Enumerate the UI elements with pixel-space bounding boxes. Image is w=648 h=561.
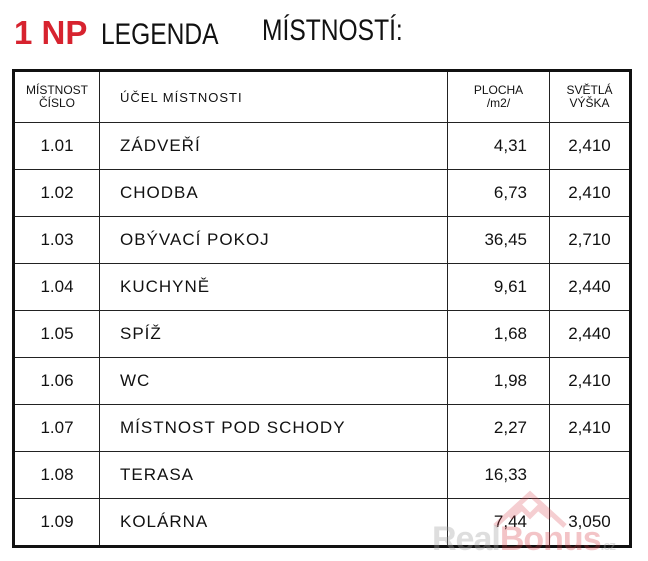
room-purpose: KOLÁRNA [99, 498, 448, 547]
header-area: PLOCHA/m2/ [447, 70, 550, 123]
room-height: 2,440 [549, 263, 631, 311]
room-height: 2,410 [549, 122, 631, 170]
table-row: 1.04 KUCHYNĚ 9,61 2,440 [13, 263, 631, 311]
room-number: 1.04 [13, 263, 100, 311]
room-height: 2,410 [549, 357, 631, 405]
room-area: 1,98 [447, 357, 550, 405]
room-height: 2,410 [549, 404, 631, 452]
room-purpose: ZÁDVEŘÍ [99, 122, 448, 170]
room-area: 7,44 [447, 498, 550, 547]
room-legend-table: MÍSTNOST ČÍSLO ÚČEL MÍSTNOSTI PLOCHA/m2/ … [12, 69, 632, 548]
room-area: 4,31 [447, 122, 550, 170]
table-row: 1.03 OBÝVACÍ POKOJ 36,45 2,710 [13, 216, 631, 264]
title-rooms-wrap: MÍSTNOSTÍ: [262, 14, 434, 54]
room-height: 2,440 [549, 310, 631, 358]
room-number: 1.07 [13, 404, 100, 452]
room-area: 2,27 [447, 404, 550, 452]
title-rooms: MÍSTNOSTÍ: [262, 14, 403, 47]
page-title: 1 NP LEGENDA [14, 14, 245, 54]
room-purpose: KUCHYNĚ [99, 263, 448, 311]
room-purpose: SPÍŽ [99, 310, 448, 358]
table-row: 1.09 KOLÁRNA 7,44 3,050 [13, 498, 631, 547]
table-row: 1.02 CHODBA 6,73 2,410 [13, 169, 631, 217]
room-height: 2,710 [549, 216, 631, 264]
room-area: 1,68 [447, 310, 550, 358]
table-row: 1.07 MÍSTNOST POD SCHODY 2,27 2,410 [13, 404, 631, 452]
room-number: 1.03 [13, 216, 100, 264]
room-number: 1.01 [13, 122, 100, 170]
room-number: 1.06 [13, 357, 100, 405]
room-purpose: TERASA [99, 451, 448, 499]
room-purpose: MÍSTNOST POD SCHODY [99, 404, 448, 452]
table-row: 1.05 SPÍŽ 1,68 2,440 [13, 310, 631, 358]
room-area: 36,45 [447, 216, 550, 264]
header-clear-height: SVĚTLÁ VÝŠKA [549, 70, 631, 123]
room-number: 1.05 [13, 310, 100, 358]
room-area: 6,73 [447, 169, 550, 217]
floor-label: 1 NP [14, 14, 88, 51]
room-purpose: WC [99, 357, 448, 405]
watermark-logo: RealBonus.cz [432, 520, 616, 558]
table-row: 1.01 ZÁDVEŘÍ 4,31 2,410 [13, 122, 631, 170]
header-room-purpose: ÚČEL MÍSTNOSTI [99, 70, 448, 123]
room-number: 1.08 [13, 451, 100, 499]
room-number: 1.09 [13, 498, 100, 547]
watermark-roof-icon [493, 490, 567, 528]
table-row: 1.06 WC 1,98 2,410 [13, 357, 631, 405]
room-height: 2,410 [549, 169, 631, 217]
header-room-number: MÍSTNOST ČÍSLO [13, 70, 100, 123]
room-area: 9,61 [447, 263, 550, 311]
room-height: 3,050 [549, 498, 631, 547]
title-legend: LEGENDA [101, 18, 219, 51]
table-row: 1.08 TERASA 16,33 [13, 451, 631, 499]
room-purpose: OBÝVACÍ POKOJ [99, 216, 448, 264]
room-number: 1.02 [13, 169, 100, 217]
room-height [549, 451, 631, 499]
room-purpose: CHODBA [99, 169, 448, 217]
table-header: MÍSTNOST ČÍSLO ÚČEL MÍSTNOSTI PLOCHA/m2/ … [13, 70, 631, 123]
